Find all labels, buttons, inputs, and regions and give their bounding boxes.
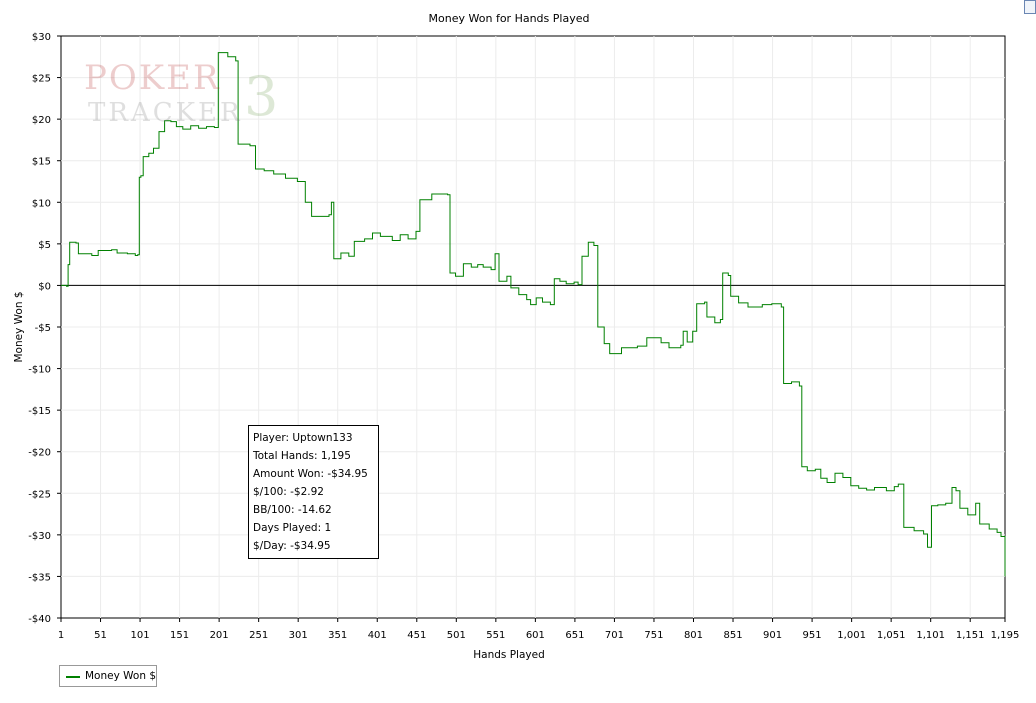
y-tick-label: -$25 bbox=[28, 489, 51, 500]
svg-text:POKER: POKER bbox=[84, 58, 221, 98]
y-tick-label: $30 bbox=[32, 32, 51, 43]
x-tick-label: 1 bbox=[58, 630, 64, 641]
x-tick-label: 251 bbox=[249, 630, 268, 641]
x-tick-label: 701 bbox=[605, 630, 624, 641]
y-tick-label: $10 bbox=[32, 198, 51, 209]
x-tick-label: 1,001 bbox=[837, 630, 866, 641]
y-tick-label: $5 bbox=[38, 240, 51, 251]
y-tick-label: -$35 bbox=[28, 572, 51, 583]
x-tick-label: 651 bbox=[565, 630, 584, 641]
poker-tracker-logo: POKER TRACKER 3 bbox=[84, 55, 284, 128]
y-tick-label: $15 bbox=[32, 157, 51, 168]
y-tick-label: $0 bbox=[38, 281, 51, 292]
y-tick-label: -$10 bbox=[28, 365, 51, 376]
y-tick-label: -$40 bbox=[28, 614, 51, 625]
x-tick-label: 901 bbox=[763, 630, 782, 641]
x-tick-label: 801 bbox=[684, 630, 703, 641]
x-axis-ticks: 1 51 101 151 201 251 301 351 401 451 501 551 601 651 7… bbox=[58, 618, 1020, 641]
y-tick-label: $25 bbox=[32, 74, 51, 85]
y-tick-label: -$20 bbox=[28, 448, 51, 459]
y-tick-label: $20 bbox=[32, 115, 51, 126]
y-tick-label: -$30 bbox=[28, 531, 51, 542]
svg-text:3: 3 bbox=[244, 65, 278, 125]
stats-box: Player: Uptown133 Total Hands: 1,195 Amo… bbox=[248, 425, 379, 559]
stat-days-played: Days Played: 1 bbox=[253, 522, 332, 534]
svg-text:TRACKER: TRACKER bbox=[88, 98, 243, 125]
chart-title: Money Won for Hands Played bbox=[429, 12, 590, 25]
x-tick-label: 951 bbox=[803, 630, 822, 641]
x-tick-label: 101 bbox=[131, 630, 150, 641]
x-axis-label: Hands Played bbox=[473, 649, 544, 661]
x-tick-label: 751 bbox=[644, 630, 663, 641]
y-axis-ticks: $30 $25 $20 $15 $10 $5 $0 -$5 -$10 -$15 -$20 -$25 -$… bbox=[28, 32, 61, 625]
x-tick-label: 1,101 bbox=[916, 630, 945, 641]
x-tick-label: 201 bbox=[210, 630, 229, 641]
x-tick-label: 301 bbox=[289, 630, 308, 641]
y-axis-label: Money Won $ bbox=[13, 291, 25, 362]
window-corner-button[interactable] bbox=[1024, 0, 1036, 14]
x-tick-label: 401 bbox=[368, 630, 387, 641]
x-tick-label: 351 bbox=[328, 630, 347, 641]
x-tick-label: 1,195 bbox=[991, 630, 1020, 641]
legend-swatch bbox=[66, 676, 80, 678]
stat-amount-won: Amount Won: -$34.95 bbox=[253, 468, 368, 480]
y-tick-label: -$5 bbox=[35, 323, 51, 334]
x-tick-label: 1,151 bbox=[956, 630, 985, 641]
legend-label: Money Won $ bbox=[85, 670, 157, 682]
legend: Money Won $ bbox=[59, 665, 157, 687]
stat-per-100: $/100: -$2.92 bbox=[253, 486, 324, 498]
stat-per-day: $/Day: -$34.95 bbox=[253, 540, 331, 552]
x-tick-label: 601 bbox=[526, 630, 545, 641]
stat-player: Player: Uptown133 bbox=[253, 432, 353, 444]
x-tick-label: 451 bbox=[407, 630, 426, 641]
stat-total-hands: Total Hands: 1,195 bbox=[253, 450, 351, 462]
x-tick-label: 51 bbox=[94, 630, 107, 641]
x-tick-label: 851 bbox=[723, 630, 742, 641]
series-line-money-won bbox=[61, 52, 1006, 577]
x-tick-label: 551 bbox=[486, 630, 505, 641]
x-tick-label: 1,051 bbox=[877, 630, 906, 641]
stat-bb-100: BB/100: -14.62 bbox=[253, 504, 332, 516]
y-tick-label: -$15 bbox=[28, 406, 51, 417]
x-tick-label: 151 bbox=[170, 630, 189, 641]
x-tick-label: 501 bbox=[447, 630, 466, 641]
